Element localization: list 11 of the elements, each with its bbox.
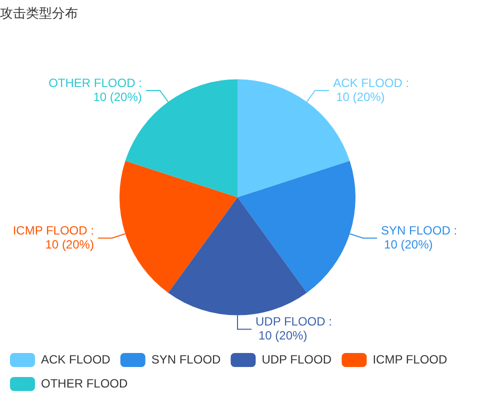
data-label: UDP FLOOD : 10 (20%) [256, 314, 332, 343]
data-label: ACK FLOOD : 10 (20%) [333, 76, 410, 104]
data-label: OTHER FLOOD : 10 (20%) [48, 76, 142, 104]
data-label: ICMP FLOOD : 10 (20%) [12, 223, 94, 252]
legend-label: UDP FLOOD [262, 352, 332, 366]
legend-label: ACK FLOOD [41, 352, 111, 366]
legend-label: OTHER FLOOD [41, 376, 128, 390]
chart-title: 攻击类型分布 [0, 5, 78, 20]
data-label: SYN FLOOD : 10 (20%) [381, 223, 458, 252]
legend-label: SYN FLOOD [151, 352, 222, 366]
legend-label: ICMP FLOOD [372, 352, 448, 366]
